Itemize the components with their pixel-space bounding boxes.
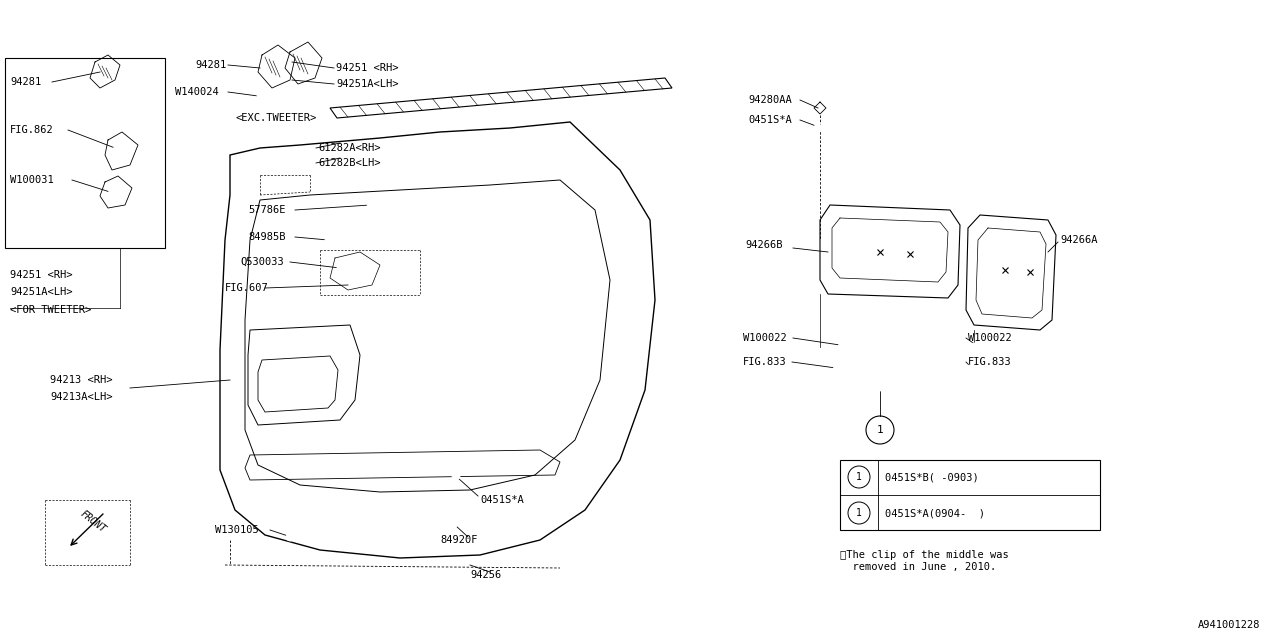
Circle shape (285, 533, 294, 541)
Circle shape (814, 124, 822, 132)
Circle shape (257, 92, 265, 100)
Text: FIG.607: FIG.607 (225, 283, 269, 293)
Text: 1: 1 (856, 508, 861, 518)
Text: 0451S*B( -0903): 0451S*B( -0903) (884, 472, 979, 482)
Text: FIG.833: FIG.833 (968, 357, 1011, 367)
Text: 0451S*A: 0451S*A (480, 495, 524, 505)
Text: 94281: 94281 (195, 60, 227, 70)
Circle shape (876, 381, 884, 391)
Text: 94251A<LH>: 94251A<LH> (10, 287, 73, 297)
Text: 1: 1 (877, 425, 883, 435)
Circle shape (325, 235, 335, 245)
Text: 94251 <RH>: 94251 <RH> (335, 63, 398, 73)
Text: 94213 <RH>: 94213 <RH> (50, 375, 113, 385)
Text: Q530033: Q530033 (241, 257, 284, 267)
Circle shape (108, 190, 116, 198)
Text: 0451S*A(0904-  ): 0451S*A(0904- ) (884, 508, 986, 518)
Text: 84985B: 84985B (248, 232, 285, 242)
Text: 61282A<RH>: 61282A<RH> (317, 143, 380, 153)
Circle shape (977, 369, 984, 377)
Text: <EXC.TWEETER>: <EXC.TWEETER> (236, 113, 316, 123)
Circle shape (970, 343, 978, 351)
Text: ※The clip of the middle was
  removed in June , 2010.: ※The clip of the middle was removed in J… (840, 550, 1009, 572)
Text: W100031: W100031 (10, 175, 54, 185)
Text: FIG.833: FIG.833 (742, 357, 787, 367)
Circle shape (367, 199, 378, 209)
Text: 1: 1 (856, 472, 861, 482)
Text: FRONT: FRONT (78, 509, 108, 535)
Circle shape (956, 369, 964, 377)
Text: W100022: W100022 (742, 333, 787, 343)
Circle shape (838, 343, 846, 351)
Text: 94251 <RH>: 94251 <RH> (10, 270, 73, 280)
Text: 61282B<LH>: 61282B<LH> (317, 158, 380, 168)
Circle shape (448, 518, 458, 528)
Text: A941001228: A941001228 (1198, 620, 1260, 630)
Text: 94266A: 94266A (1060, 235, 1097, 245)
Circle shape (452, 472, 460, 480)
Text: W100022: W100022 (968, 333, 1011, 343)
Text: 94281: 94281 (10, 77, 41, 87)
Circle shape (833, 365, 844, 375)
Text: 94280AA: 94280AA (748, 95, 792, 105)
Text: <FOR TWEETER>: <FOR TWEETER> (10, 305, 91, 315)
Circle shape (113, 146, 122, 154)
Text: 94266B: 94266B (745, 240, 782, 250)
Text: 94256: 94256 (470, 570, 502, 580)
Circle shape (965, 365, 975, 375)
Text: 94251A<LH>: 94251A<LH> (335, 79, 398, 89)
Text: 57786E: 57786E (248, 205, 285, 215)
Text: W130105: W130105 (215, 525, 259, 535)
Circle shape (817, 369, 824, 377)
Text: 84920F: 84920F (440, 535, 477, 545)
Circle shape (337, 263, 347, 273)
Text: 94213A<LH>: 94213A<LH> (50, 392, 113, 402)
Text: FIG.862: FIG.862 (10, 125, 54, 135)
Text: W140024: W140024 (175, 87, 219, 97)
Circle shape (836, 369, 844, 377)
Text: 0451S*A: 0451S*A (748, 115, 792, 125)
